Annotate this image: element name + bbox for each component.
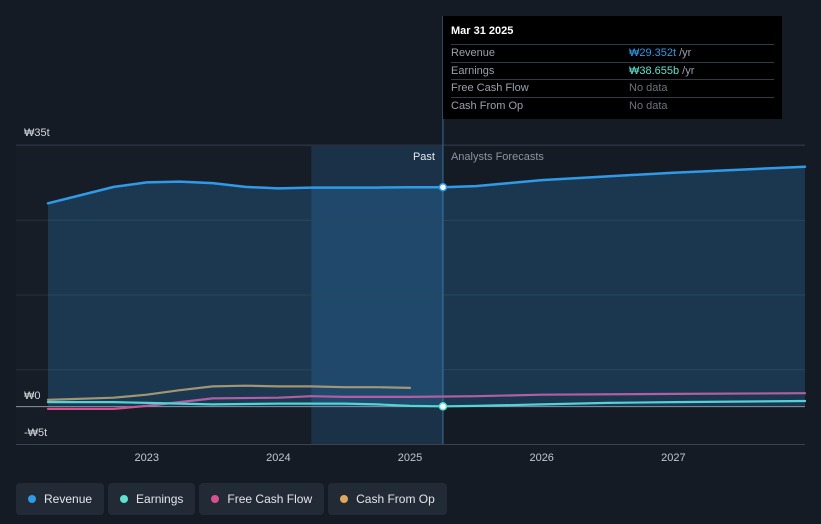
- forecast-label: Analysts Forecasts: [451, 151, 544, 163]
- legend-label: Revenue: [44, 492, 93, 506]
- tooltip-row-revenue: Revenue ₩29.352t /yr: [451, 44, 774, 62]
- revenue-area: [48, 166, 805, 407]
- legend-dot-icon: [28, 495, 36, 503]
- tooltip-label: Earnings: [451, 64, 495, 77]
- chart-markers: [438, 182, 448, 411]
- tooltip-date: Mar 31 2025: [451, 25, 514, 37]
- earnings-marker: [438, 402, 448, 411]
- x-tick-label: 2024: [266, 452, 290, 464]
- cash-from-op-line: [46, 384, 412, 401]
- chart-labels: ₩35t ₩0 -₩5t Past Analysts Forecasts 2023 2024…: [24, 127, 686, 464]
- revenue-line: [46, 165, 807, 205]
- legend-label: Free Cash Flow: [227, 492, 313, 506]
- x-tick-label: 2026: [529, 452, 553, 464]
- legend-dot-icon: [211, 495, 220, 503]
- past-label: Past: [413, 151, 435, 163]
- tooltip-label: Cash From Op: [451, 99, 524, 112]
- legend-dot-icon: [340, 495, 349, 503]
- y-label-bottom: -₩5t: [24, 427, 47, 439]
- free-cash-flow-line: [46, 392, 807, 410]
- tooltip-row-cash-from-op: Cash From Op No data: [451, 96, 774, 115]
- tooltip-label: Free Cash Flow: [451, 82, 529, 94]
- y-label-top: ₩35t: [24, 127, 50, 139]
- earnings-line: [46, 399, 807, 408]
- tooltip-row-free-cash-flow: Free Cash Flow No data: [451, 79, 774, 97]
- legend-item-free-cash-flow[interactable]: Free Cash Flow: [199, 483, 325, 515]
- tooltip-value: No data: [629, 99, 668, 112]
- legend-item-earnings[interactable]: Earnings: [108, 483, 196, 515]
- legend-dot-icon: [120, 495, 129, 503]
- legend-item-revenue[interactable]: Revenue: [16, 483, 105, 515]
- tooltip-unit: /yr: [682, 64, 695, 77]
- tooltip-label: Revenue: [451, 47, 496, 59]
- revenue-marker: [438, 182, 448, 192]
- legend-label: Earnings: [136, 492, 184, 506]
- chart-series: [46, 165, 807, 410]
- tooltip-unit: /yr: [679, 47, 692, 59]
- x-tick-label: 2027: [661, 452, 685, 464]
- tooltip-value: No data: [629, 82, 668, 94]
- y-label-zero: ₩0: [24, 390, 41, 402]
- x-tick-label: 2023: [134, 452, 158, 464]
- tooltip-row-earnings: Earnings ₩38.655b /yr: [451, 61, 774, 80]
- legend-label: Cash From Op: [356, 492, 435, 506]
- x-tick-label: 2025: [398, 452, 422, 464]
- legend-item-cash-from-op[interactable]: Cash From Op: [328, 483, 447, 515]
- tooltip-value: ₩29.352t: [629, 47, 677, 59]
- tooltip: Mar 31 2025 Revenue ₩29.352t /yr Earning…: [443, 16, 782, 119]
- legend: Revenue Earnings Free Cash Flow Cash Fro…: [16, 483, 447, 515]
- tooltip-value: ₩38.655b: [629, 64, 680, 77]
